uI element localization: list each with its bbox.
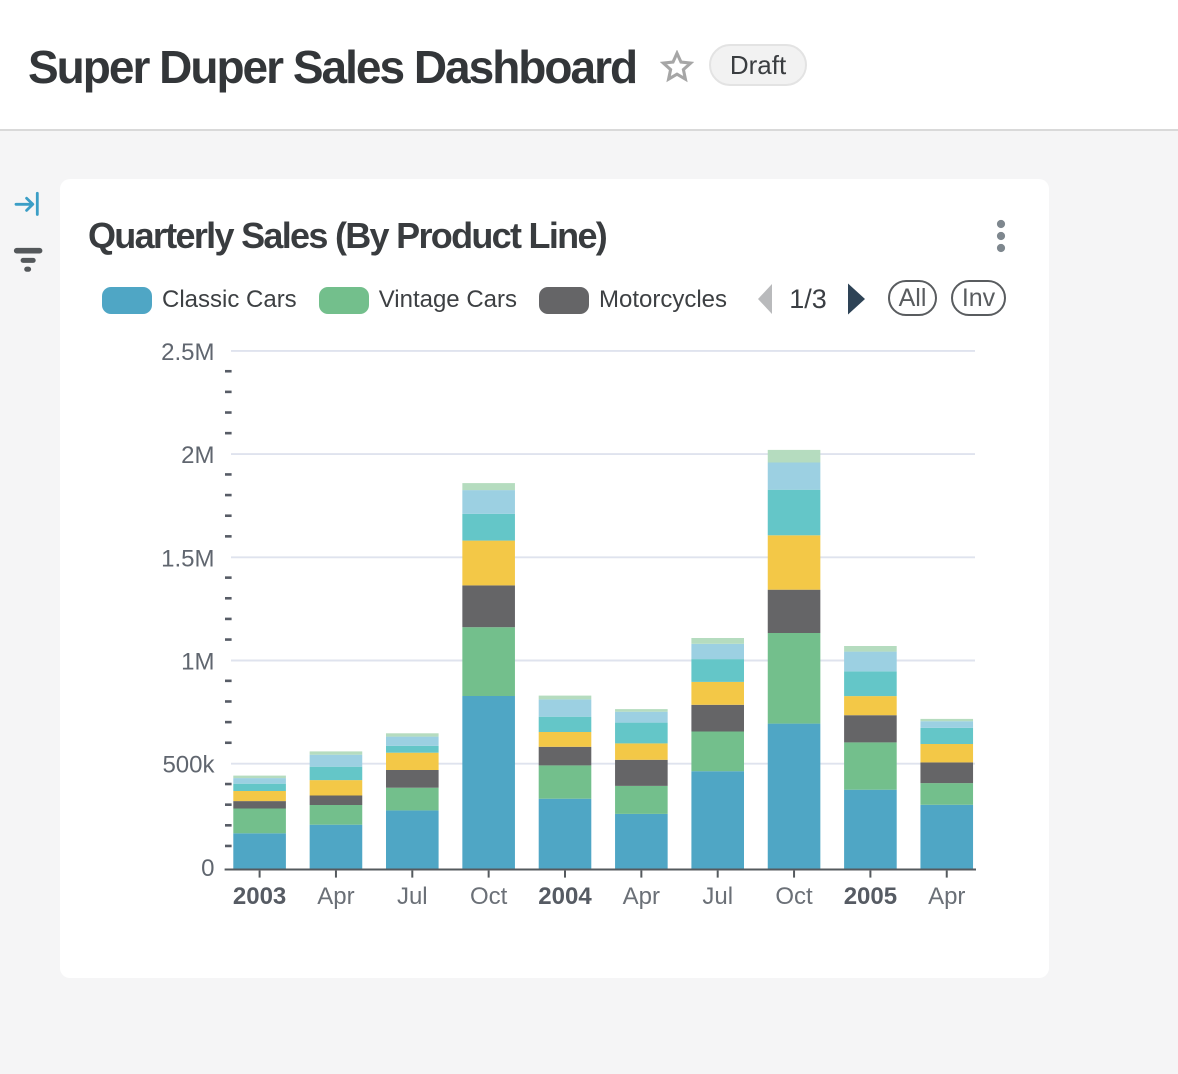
- svg-text:Jul: Jul: [397, 883, 428, 910]
- svg-text:Apr: Apr: [317, 883, 354, 910]
- svg-text:1.5M: 1.5M: [161, 545, 214, 572]
- svg-text:0: 0: [201, 855, 214, 882]
- svg-text:2004: 2004: [538, 883, 592, 910]
- svg-text:2003: 2003: [233, 883, 286, 910]
- svg-text:2.5M: 2.5M: [161, 339, 214, 366]
- svg-text:Apr: Apr: [928, 883, 965, 910]
- svg-text:2M: 2M: [181, 442, 214, 469]
- svg-text:Oct: Oct: [775, 883, 813, 910]
- svg-text:2005: 2005: [844, 883, 897, 910]
- svg-text:1M: 1M: [181, 649, 214, 676]
- svg-text:Jul: Jul: [702, 883, 733, 910]
- svg-text:Apr: Apr: [623, 883, 660, 910]
- svg-text:Oct: Oct: [470, 883, 508, 910]
- svg-text:500k: 500k: [162, 752, 215, 779]
